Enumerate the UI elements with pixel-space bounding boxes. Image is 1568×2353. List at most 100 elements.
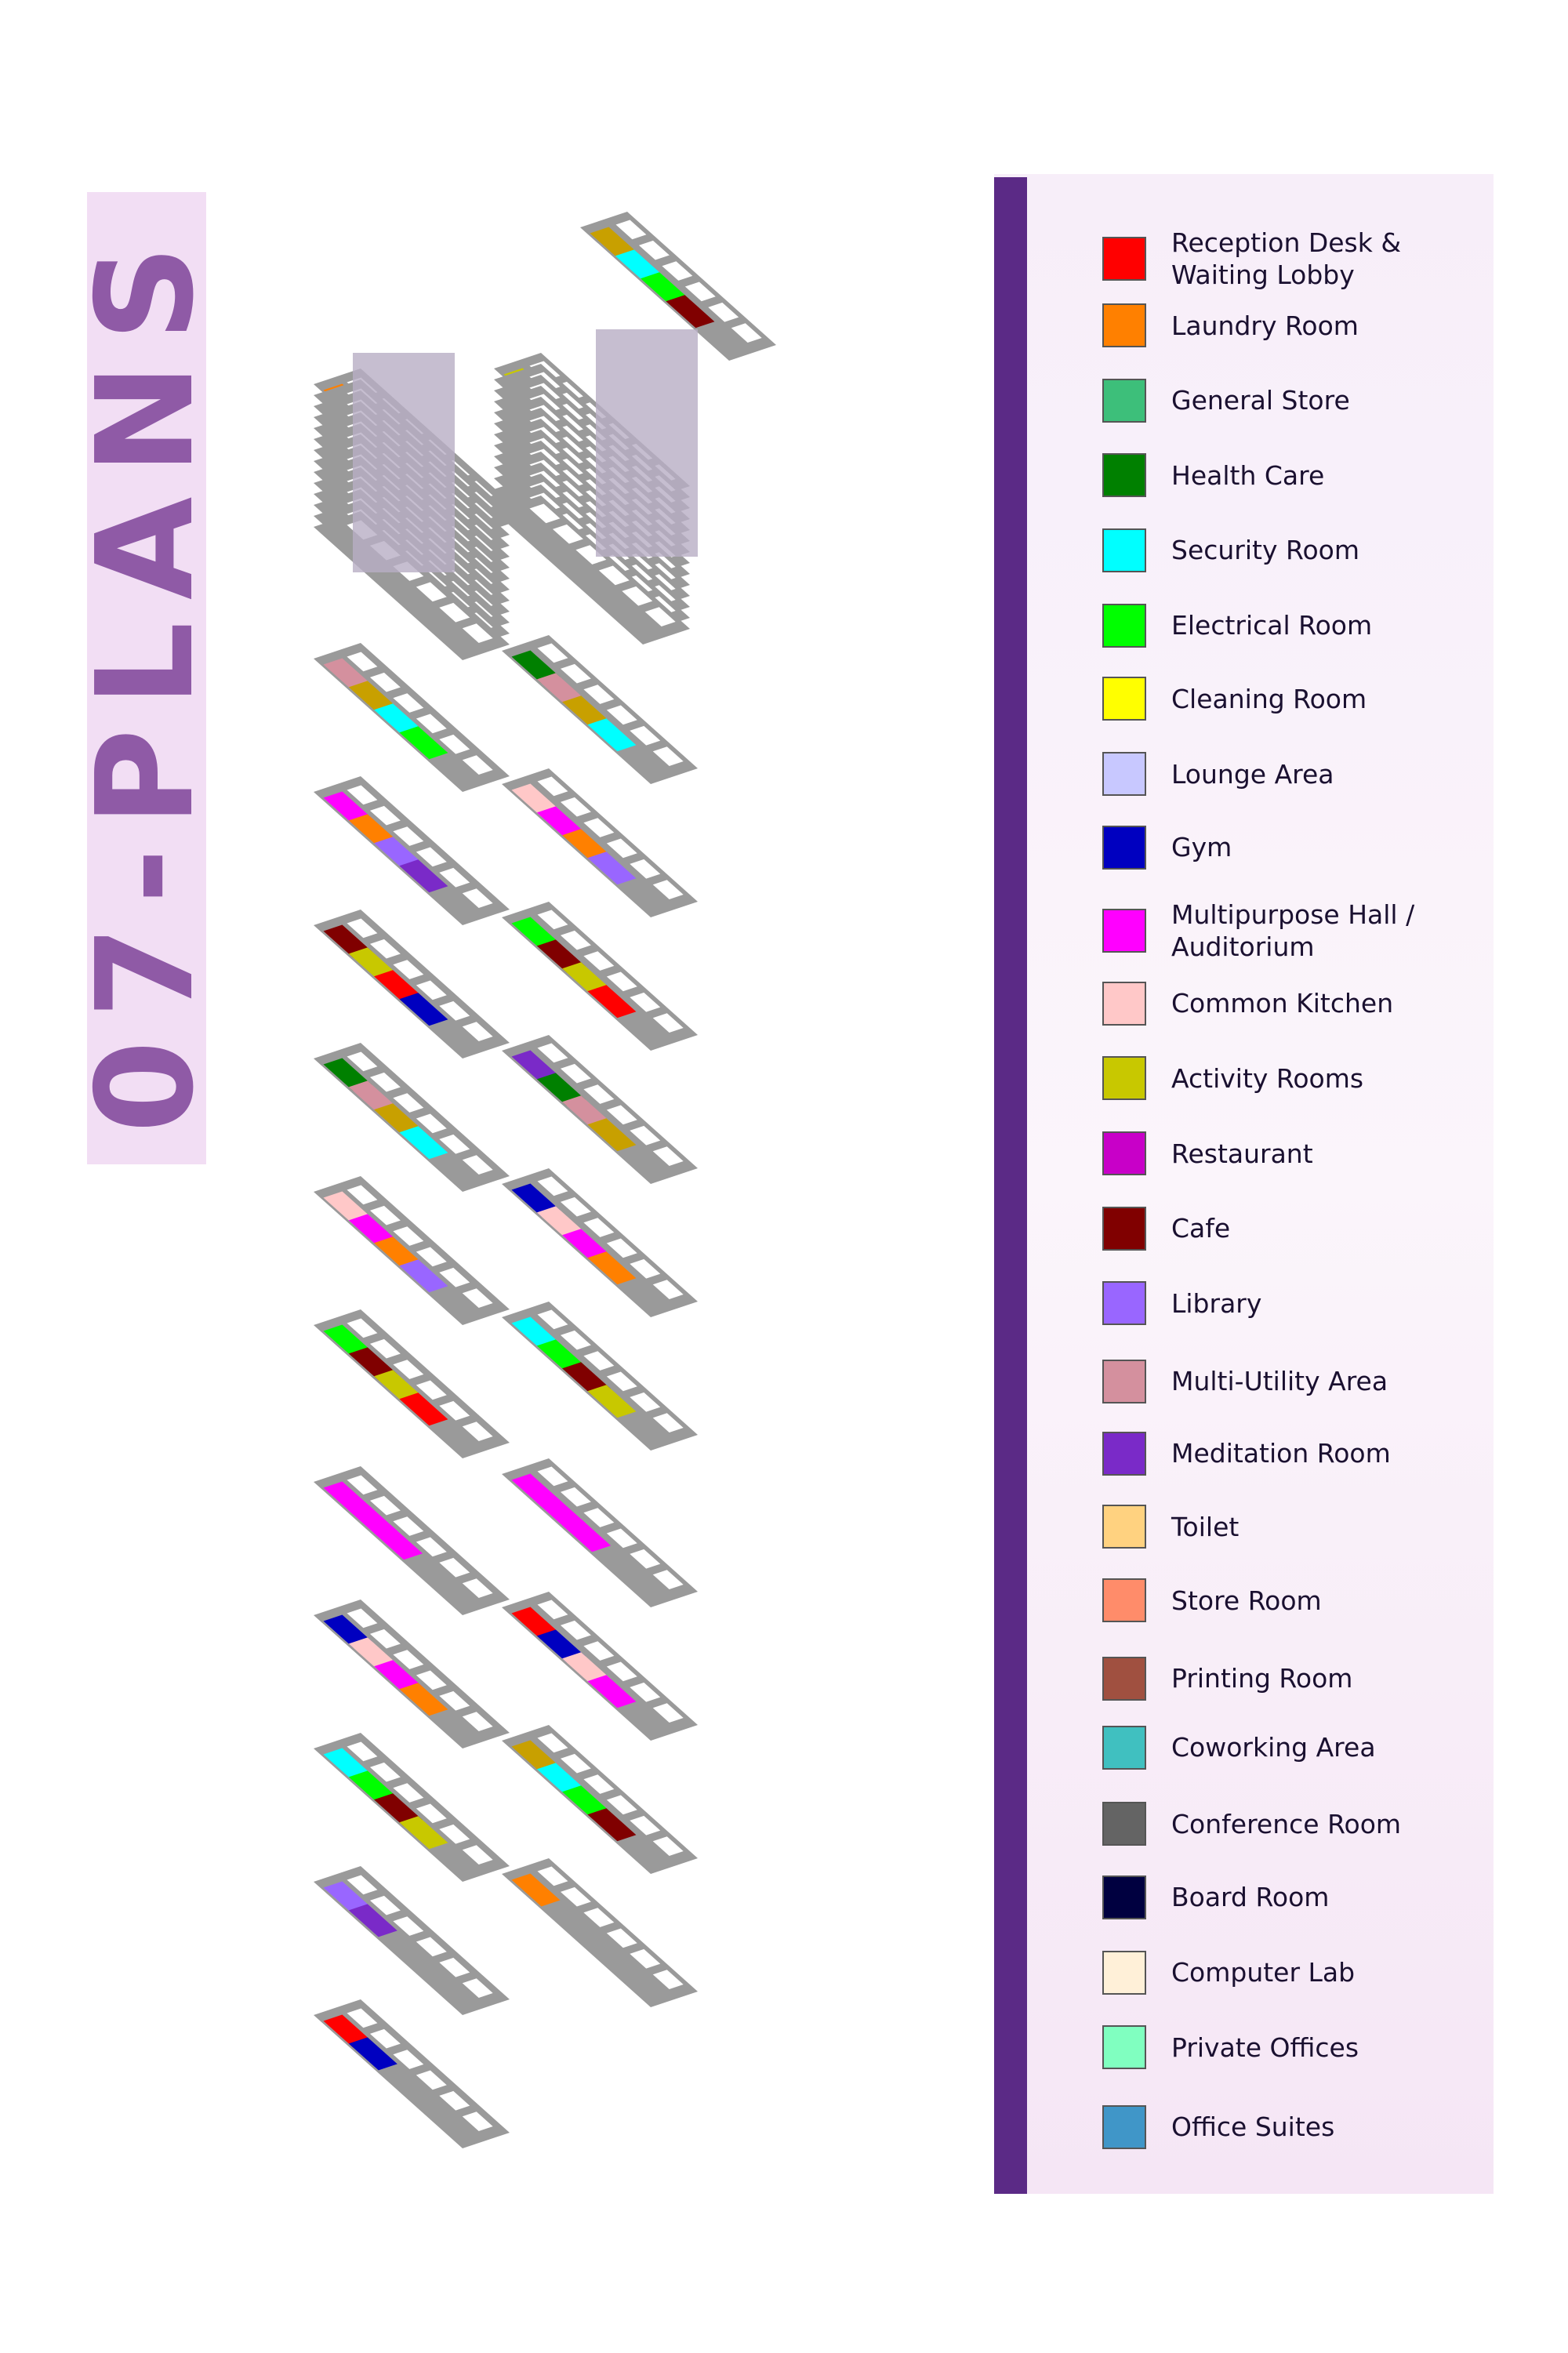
room [348,1080,397,1114]
opening [347,1875,378,1895]
opening [439,1000,470,1021]
legend-label: Cleaning Room [1171,683,1367,714]
opening [560,1753,591,1774]
legend-swatch [1102,677,1146,721]
room [511,1873,561,1907]
room [348,1770,397,1804]
opening [606,971,637,992]
floor-plate [502,1592,698,1741]
floor-plate [502,1725,698,1874]
opening [560,1196,591,1217]
opening [439,602,470,623]
floor-plate [502,635,698,784]
legend-label: Multi-Utility Area [1171,1366,1388,1397]
room [323,1481,372,1515]
legend-item: Cafe [1102,1206,1438,1251]
opening [652,1703,684,1723]
room [536,1073,586,1106]
legend-label: General Store [1171,385,1350,416]
legend-item: Restaurant [1102,1131,1438,1175]
legend-swatch [1102,1656,1146,1701]
room [323,1614,372,1648]
opening [462,2112,493,2131]
legend-label: Computer Lab [1171,1957,1356,1988]
room [374,1527,423,1560]
opening [560,1063,591,1084]
room [536,1339,586,1373]
opening [393,960,424,979]
floor-plate [314,1043,510,1192]
opening [537,776,568,797]
opening [560,797,591,817]
opening [583,1908,615,1927]
legend-swatch [1102,1875,1146,1919]
room [536,673,586,706]
legend-item: Gym [1102,825,1438,870]
room [348,681,397,714]
legend-item: Computer Lab [1102,1950,1438,1995]
opening [662,261,693,281]
legend-label: Coworking Area [1171,1732,1376,1763]
opening [393,1516,424,1536]
title-background [87,192,206,1164]
opening [416,1803,447,1824]
opening [416,1937,447,1957]
legend-label: Electrical Room [1171,610,1373,641]
legend-swatch [1102,1431,1146,1476]
legend-label: Printing Room [1171,1663,1353,1694]
floor-plate [314,1466,510,1615]
opening [393,1226,424,1246]
legend-swatch [1102,1281,1146,1326]
room [587,1385,637,1418]
legend-label: Conference Room [1171,1808,1402,1839]
room [587,718,637,752]
room [323,791,372,825]
opening [439,1134,470,1154]
legend-item: Office Suites [1102,2104,1438,2149]
room [399,1126,448,1160]
opening [439,1824,470,1844]
opening [347,652,378,672]
legend-swatch [1102,1359,1146,1403]
opening [684,281,716,302]
room [511,650,561,684]
legend-item: Library [1102,1281,1438,1326]
opening [583,684,615,704]
opening [606,1795,637,1815]
opening [462,623,493,643]
room [374,1103,423,1137]
floor-plate [494,496,690,645]
opening [439,1400,470,1421]
legend-item: Electrical Room [1102,603,1438,648]
legend-swatch [1102,1950,1146,1995]
legend-label: Office Suites [1171,2112,1335,2143]
opening [347,1185,378,1205]
opening [369,939,401,959]
legend-item: Cleaning Room [1102,677,1438,721]
room [399,1683,448,1716]
opening [529,503,561,524]
room [348,1637,397,1671]
legend-label: Reception Desk & Waiting Lobby [1171,227,1402,291]
room [562,1362,612,1396]
opening [622,586,653,606]
room [323,1191,372,1225]
room [399,1816,448,1850]
opening [537,1466,568,1487]
room [323,924,372,958]
room [374,1370,423,1403]
opening [630,992,661,1012]
room [399,1393,448,1426]
room [374,703,423,737]
opening [630,1125,661,1146]
legend-swatch [1102,2104,1146,2149]
opening [652,1570,684,1589]
opening [416,1247,447,1267]
floor-plate [314,1309,510,1458]
exploded-plans [314,212,776,2148]
opening [369,672,401,692]
room [562,962,612,996]
floor-plate [314,1600,510,1748]
legend-item: Toilet [1102,1505,1438,1549]
legend-label: Private Offices [1171,2032,1359,2063]
